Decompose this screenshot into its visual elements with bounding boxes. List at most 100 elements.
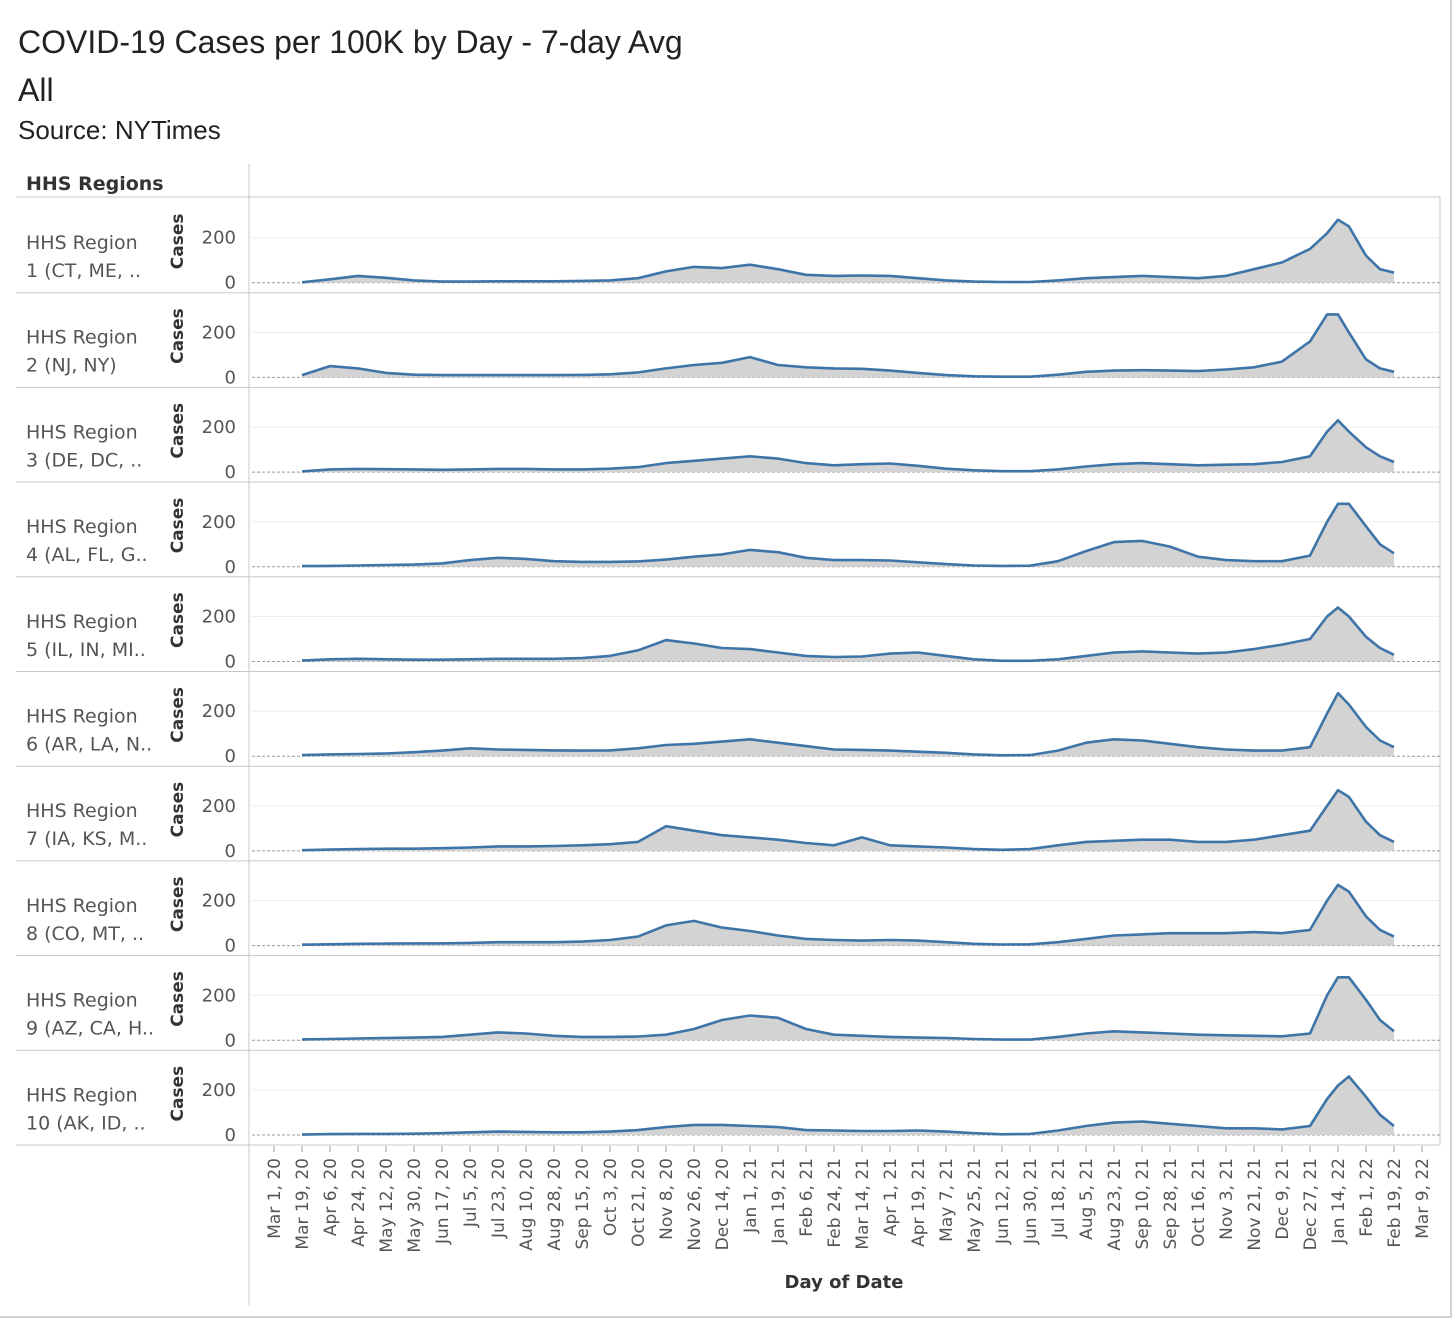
y-tick-label: 0 (225, 1125, 236, 1146)
chart-subtitle: All (18, 72, 54, 108)
x-tick-label: Jan 19, 21 (769, 1158, 789, 1245)
y-tick-label: 200 (202, 1080, 236, 1101)
region-label-line2: 4 (AL, FL, G.. (26, 544, 148, 566)
cases-area (302, 314, 1394, 378)
y-tick-label: 200 (202, 228, 236, 249)
chart-source: Source: NYTimes (18, 115, 221, 145)
region-label-line1: HHS Region (26, 327, 138, 349)
y-tick-label: 200 (202, 985, 236, 1006)
region-label-line2: 7 (IA, KS, M.. (26, 828, 147, 850)
y-axis-title: Cases (168, 213, 188, 269)
cases-line (301, 883, 1395, 946)
x-tick-label: Jun 30, 21 (1021, 1158, 1041, 1245)
x-tick-label: Apr 24, 20 (349, 1158, 369, 1247)
y-axis-title: Cases (168, 403, 188, 459)
x-tick-label: Apr 1, 21 (881, 1158, 901, 1236)
x-tick-label: Oct 21, 20 (629, 1158, 649, 1247)
x-tick-label: May 7, 21 (937, 1158, 957, 1242)
cases-line (301, 691, 1395, 757)
region-label-line1: HHS Region (26, 1084, 138, 1106)
y-tick-label: 200 (202, 322, 236, 343)
cases-area (302, 977, 1394, 1041)
x-tick-label: Dec 9, 21 (1273, 1158, 1293, 1240)
y-axis-title: Cases (168, 308, 188, 364)
region-label-line2: 1 (CT, ME, .. (26, 260, 141, 282)
y-axis-title: Cases (168, 592, 188, 648)
region-label-line1: HHS Region (26, 990, 138, 1012)
cases-area (302, 219, 1394, 283)
region-label-line2: 5 (IL, IN, MI.. (26, 639, 146, 661)
x-tick-label: Nov 3, 21 (1217, 1158, 1237, 1240)
x-tick-label: Nov 21, 21 (1245, 1158, 1265, 1251)
x-tick-label: Feb 24, 21 (825, 1158, 845, 1248)
y-axis-title: Cases (168, 687, 188, 743)
x-tick-label: Aug 28, 20 (545, 1158, 565, 1251)
x-tick-label: Mar 14, 21 (853, 1158, 873, 1250)
row-header-label: HHS Regions (26, 173, 164, 195)
region-label-line1: HHS Region (26, 800, 138, 822)
cases-area (302, 790, 1394, 851)
y-tick-label: 0 (225, 273, 236, 294)
cases-area (302, 420, 1394, 473)
x-tick-label: Jun 12, 21 (993, 1158, 1013, 1245)
cases-line (301, 976, 1395, 1041)
y-tick-label: 200 (202, 512, 236, 533)
cases-area (302, 607, 1394, 662)
x-tick-label: Apr 6, 20 (321, 1158, 341, 1236)
cases-line (301, 419, 1395, 473)
x-tick-label: May 12, 20 (377, 1158, 397, 1253)
x-tick-label: Nov 26, 20 (685, 1158, 705, 1251)
x-tick-label: Mar 9, 22 (1413, 1158, 1433, 1239)
x-axis-title: Day of Date (785, 1272, 904, 1293)
x-tick-label: Sep 28, 21 (1161, 1158, 1181, 1250)
y-tick-label: 0 (225, 936, 236, 957)
x-tick-label: Sep 10, 21 (1133, 1158, 1153, 1250)
cases-line (301, 502, 1395, 568)
y-axis-title: Cases (168, 498, 188, 554)
x-tick-label: Jan 14, 22 (1329, 1158, 1349, 1245)
region-label-line1: HHS Region (26, 706, 138, 728)
y-tick-label: 0 (225, 367, 236, 388)
x-tick-label: Jul 23, 20 (489, 1158, 509, 1239)
x-tick-label: Oct 16, 21 (1189, 1158, 1209, 1247)
y-tick-label: 0 (225, 746, 236, 767)
x-tick-label: Aug 5, 21 (1077, 1158, 1097, 1240)
cases-line (301, 1075, 1395, 1136)
x-tick-label: Jan 1, 21 (741, 1158, 761, 1234)
region-label-line1: HHS Region (26, 421, 138, 443)
cases-line (301, 218, 1395, 284)
y-tick-label: 0 (225, 557, 236, 578)
x-tick-label: Oct 3, 20 (601, 1158, 621, 1236)
y-tick-label: 0 (225, 1030, 236, 1051)
y-axis-title: Cases (168, 971, 188, 1027)
region-label-line2: 2 (NJ, NY) (26, 355, 117, 377)
x-tick-label: May 25, 21 (965, 1158, 985, 1253)
x-tick-label: Feb 19, 22 (1385, 1158, 1405, 1248)
y-tick-label: 200 (202, 607, 236, 628)
x-tick-label: Mar 1, 20 (265, 1158, 285, 1239)
cases-line (301, 788, 1395, 852)
region-label-line1: HHS Region (26, 232, 138, 254)
y-axis-title: Cases (168, 876, 188, 932)
x-tick-label: Mar 19, 20 (293, 1158, 313, 1250)
x-tick-label: Jul 5, 20 (461, 1158, 481, 1228)
region-label-line1: HHS Region (26, 611, 138, 633)
x-tick-label: Feb 6, 21 (797, 1158, 817, 1237)
x-tick-label: Aug 10, 20 (517, 1158, 537, 1251)
region-label-line2: 8 (CO, MT, .. (26, 923, 144, 945)
x-tick-label: Jun 17, 20 (433, 1158, 453, 1245)
y-tick-label: 0 (225, 462, 236, 483)
cases-area (302, 1076, 1394, 1135)
cases-line (301, 313, 1395, 378)
y-axis-title: Cases (168, 1066, 188, 1122)
y-tick-label: 200 (202, 701, 236, 722)
y-tick-label: 200 (202, 796, 236, 817)
x-tick-label: Jul 18, 21 (1049, 1158, 1069, 1239)
x-tick-label: Apr 19, 21 (909, 1158, 929, 1247)
x-tick-label: Dec 14, 20 (713, 1158, 733, 1250)
y-tick-label: 200 (202, 417, 236, 438)
y-tick-label: 0 (225, 652, 236, 673)
y-tick-label: 0 (225, 841, 236, 862)
